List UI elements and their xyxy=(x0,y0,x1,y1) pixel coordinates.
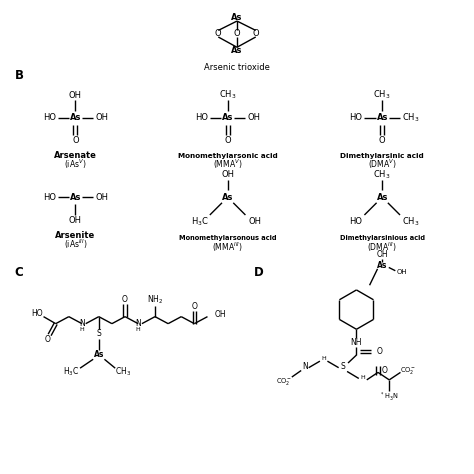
Text: Arsenite: Arsenite xyxy=(55,231,96,240)
Text: H$_3$C: H$_3$C xyxy=(191,215,209,228)
Text: As: As xyxy=(94,350,104,359)
Text: (iAs$^V$): (iAs$^V$) xyxy=(64,158,87,171)
Text: O: O xyxy=(45,335,50,344)
Text: OH: OH xyxy=(248,217,261,226)
Text: O: O xyxy=(253,29,259,38)
Text: OH: OH xyxy=(215,310,227,319)
Text: HO: HO xyxy=(43,193,55,201)
Text: (MMA$^{III}$): (MMA$^{III}$) xyxy=(212,240,243,254)
Text: O: O xyxy=(72,137,79,146)
Text: OH: OH xyxy=(95,193,108,201)
Text: (MMA$^V$): (MMA$^V$) xyxy=(213,158,243,171)
Text: O: O xyxy=(376,347,382,356)
Text: OH: OH xyxy=(247,113,260,122)
Text: B: B xyxy=(15,69,24,82)
Text: As: As xyxy=(376,193,388,201)
Text: OH: OH xyxy=(69,216,82,225)
Text: As: As xyxy=(222,193,233,201)
Text: O: O xyxy=(122,295,128,304)
Text: HO: HO xyxy=(43,113,55,122)
Text: $^*$H$_3$N: $^*$H$_3$N xyxy=(380,391,399,403)
Text: CO$_2^-$: CO$_2^-$ xyxy=(276,376,292,387)
Text: O: O xyxy=(191,302,197,311)
Text: Dimethylarsinious acid: Dimethylarsinious acid xyxy=(340,236,425,241)
Text: H: H xyxy=(136,327,140,332)
Text: Monomethylarsonic acid: Monomethylarsonic acid xyxy=(178,153,277,159)
Text: CH$_3$: CH$_3$ xyxy=(401,215,419,228)
Text: NH$_2$: NH$_2$ xyxy=(147,294,163,307)
Text: H: H xyxy=(361,374,365,380)
Text: O: O xyxy=(382,366,388,375)
Text: O: O xyxy=(224,137,231,146)
Text: OH: OH xyxy=(397,269,407,275)
Text: HO: HO xyxy=(195,113,208,122)
Text: CO$_2^-$: CO$_2^-$ xyxy=(400,365,416,376)
Text: As: As xyxy=(231,46,243,55)
Text: Arsenic trioxide: Arsenic trioxide xyxy=(204,63,270,72)
Text: HO: HO xyxy=(349,113,363,122)
Text: CH$_3$: CH$_3$ xyxy=(374,168,391,181)
Text: As: As xyxy=(70,193,81,201)
Text: D: D xyxy=(254,265,263,279)
Text: As: As xyxy=(231,13,243,22)
Text: N: N xyxy=(79,319,85,328)
Text: O: O xyxy=(215,29,221,38)
Text: C: C xyxy=(15,265,23,279)
Text: N: N xyxy=(302,362,308,371)
Text: NH: NH xyxy=(351,338,362,347)
Text: As: As xyxy=(222,113,233,122)
Text: CH$_3$: CH$_3$ xyxy=(219,89,237,101)
Text: As: As xyxy=(377,261,387,270)
Text: OH: OH xyxy=(376,250,388,259)
Text: OH: OH xyxy=(95,113,108,122)
Text: H: H xyxy=(80,327,84,332)
Text: Dimethylarsinic acid: Dimethylarsinic acid xyxy=(340,153,424,159)
Text: (iAs$^{III}$): (iAs$^{III}$) xyxy=(64,237,87,251)
Text: (DMA$^V$): (DMA$^V$) xyxy=(368,158,397,171)
Text: Monomethylarsonous acid: Monomethylarsonous acid xyxy=(179,236,276,241)
Text: CH$_3$: CH$_3$ xyxy=(374,89,391,101)
Text: H: H xyxy=(321,356,326,361)
Text: O: O xyxy=(234,29,240,38)
Text: As: As xyxy=(376,113,388,122)
Text: O: O xyxy=(379,137,385,146)
Text: CH$_3$: CH$_3$ xyxy=(401,111,419,124)
Text: Arsenate: Arsenate xyxy=(54,152,97,161)
Text: N: N xyxy=(135,319,141,328)
Text: S: S xyxy=(96,329,101,338)
Text: H$_3$C: H$_3$C xyxy=(64,365,80,378)
Text: HO: HO xyxy=(349,217,363,226)
Text: CH$_3$: CH$_3$ xyxy=(115,365,131,378)
Text: OH: OH xyxy=(221,170,234,179)
Text: HO: HO xyxy=(31,309,43,318)
Text: S: S xyxy=(341,362,346,371)
Text: As: As xyxy=(70,113,81,122)
Text: (DMA$^{III}$): (DMA$^{III}$) xyxy=(367,240,397,254)
Text: OH: OH xyxy=(69,91,82,100)
